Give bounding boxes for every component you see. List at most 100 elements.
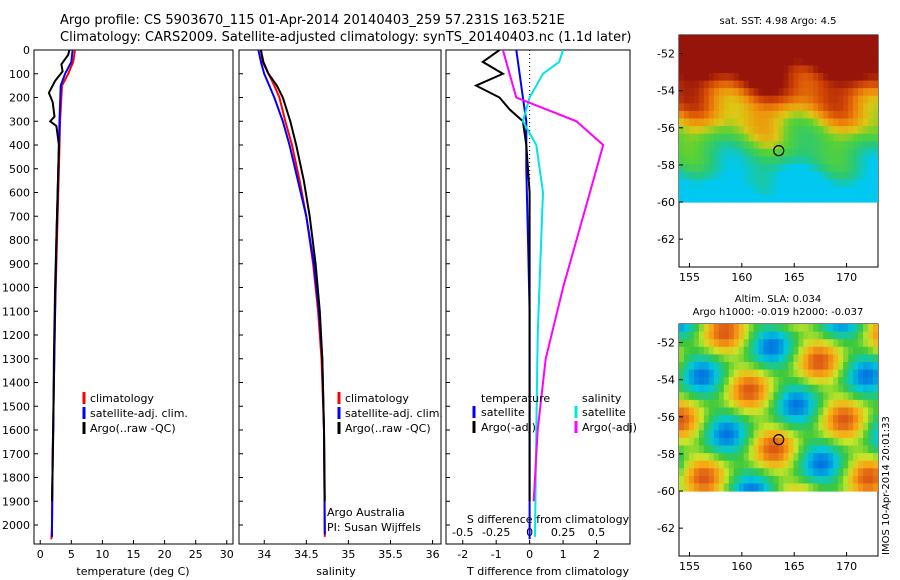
map-cell [688, 133, 695, 142]
map-cell [838, 483, 844, 492]
argo-position-marker [773, 145, 785, 157]
map-cell [743, 133, 750, 142]
map-cell [708, 133, 715, 142]
map-cell [798, 346, 804, 355]
map-cell [853, 171, 859, 180]
map-cell [684, 362, 690, 371]
map-cell [743, 80, 750, 89]
map-cell [853, 468, 859, 477]
map-cell [763, 362, 770, 371]
map-cell [684, 73, 690, 82]
map-cell [698, 133, 705, 142]
map-cell [868, 354, 874, 363]
map-cell [818, 133, 824, 142]
map-cell [868, 118, 874, 127]
map-cell [679, 133, 685, 142]
map-cell [728, 42, 735, 51]
map-cell [773, 95, 780, 104]
map-cell [693, 148, 700, 158]
map-cell [798, 118, 804, 127]
map-x-tick-label: 165 [784, 560, 805, 573]
map-cell [813, 430, 819, 439]
map-cell [703, 392, 710, 401]
map-cell [843, 377, 849, 386]
map-cell [698, 80, 705, 89]
map-cell [823, 179, 829, 188]
map-cell [718, 399, 725, 409]
map-cell [813, 422, 819, 431]
x-tick-label: -2 [457, 548, 468, 561]
map-cell [743, 95, 750, 104]
map-cell [853, 324, 859, 333]
map-cell [753, 80, 760, 89]
map-cell [808, 346, 814, 355]
map-cell [733, 354, 740, 363]
map-cell [868, 415, 874, 424]
map-cell [748, 141, 755, 150]
map-cell [838, 88, 844, 97]
map-cell [713, 377, 720, 386]
map-cell [788, 171, 794, 180]
map-cell [698, 57, 705, 66]
map-cell [773, 369, 780, 378]
map-cell [763, 171, 770, 180]
s-difference-xlabel: S difference from climatology [467, 513, 630, 526]
map-cell [684, 110, 690, 120]
map-cell [728, 171, 735, 180]
map-cell [698, 65, 705, 74]
map-cell [823, 399, 829, 409]
map-cell [813, 118, 819, 127]
map-cell [843, 57, 849, 66]
map-cell [788, 331, 794, 340]
map-cell [693, 346, 700, 355]
map-cell [853, 430, 859, 439]
map-cell [863, 156, 869, 165]
map-cell [848, 95, 854, 104]
map-cell [853, 118, 859, 127]
map-cell [733, 346, 740, 355]
y-tick-label: 1400 [2, 377, 30, 390]
map-cell [708, 369, 715, 378]
map-cell [848, 88, 854, 97]
map-cell [828, 362, 834, 371]
map-cell [873, 42, 878, 51]
map-cell [783, 126, 790, 135]
map-cell [863, 369, 869, 378]
map-cell [703, 362, 710, 371]
map-cell [843, 118, 849, 127]
map-cell [758, 73, 765, 82]
map-cell [783, 133, 790, 142]
map-cell [873, 126, 878, 135]
map-cell [848, 164, 854, 173]
map-cell [818, 453, 824, 462]
map-cell [698, 377, 705, 386]
map-cell [738, 460, 745, 469]
map-cell [818, 88, 824, 97]
map-cell [753, 460, 760, 469]
map-cell [868, 42, 874, 51]
map-cell [688, 415, 695, 424]
map-cell [708, 399, 715, 409]
map-cell [713, 118, 720, 127]
map-cell [783, 57, 790, 66]
map-cell [823, 88, 829, 97]
map-cell [688, 475, 695, 485]
map-cell [828, 65, 834, 74]
map-cell [748, 179, 755, 188]
map-cell [863, 468, 869, 477]
map-cell [688, 407, 695, 416]
x-tick-label: 0 [526, 548, 533, 561]
map-cell [698, 171, 705, 180]
map-cell [823, 103, 829, 112]
map-cell [863, 141, 869, 150]
map-cell [679, 362, 685, 371]
map-cell [723, 324, 730, 333]
map-cell [688, 73, 695, 82]
map-cell [793, 430, 799, 439]
map-cell [733, 80, 740, 89]
map-cell [743, 164, 750, 173]
map-cell [758, 399, 765, 409]
map-cell [708, 331, 715, 340]
map-cell [743, 453, 750, 462]
map-cell [708, 103, 715, 112]
